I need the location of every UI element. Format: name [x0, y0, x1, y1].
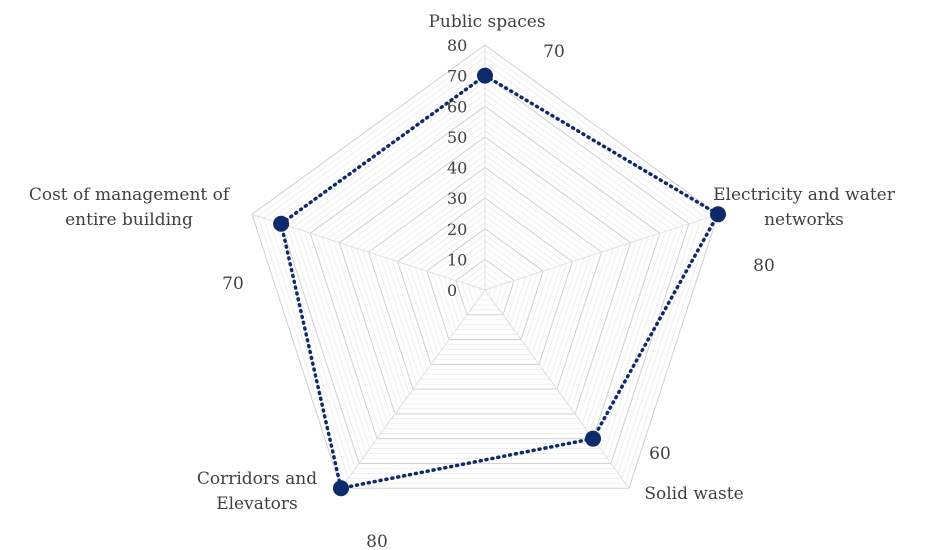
grid-ring-26	[408, 209, 562, 355]
grid-ring-28	[402, 203, 568, 360]
tick-label: 10	[447, 250, 467, 269]
grid-ring-80	[251, 44, 719, 489]
tick-label: 50	[447, 128, 467, 147]
grid-ring-30	[397, 197, 573, 365]
category-label: Electricity and water networks	[713, 185, 896, 230]
grid-ring-54	[327, 124, 643, 425]
grid-spoke	[251, 213, 486, 291]
grid-ring-74	[268, 62, 702, 474]
grid-ring-58	[315, 111, 655, 435]
grid-ring-14	[443, 246, 527, 326]
grid-ring-8	[461, 265, 509, 311]
grid-ring-32	[391, 191, 579, 370]
radar-grid	[251, 44, 719, 489]
data-point	[710, 206, 727, 223]
grid-ring-66	[292, 87, 678, 454]
value-label: 60	[649, 444, 671, 464]
tick-label: 80	[447, 36, 467, 55]
value-labels: 70 80 60 80 70	[222, 42, 775, 550]
grid-ring-20	[426, 228, 544, 341]
grid-ring-2	[478, 283, 492, 296]
data-point	[332, 480, 349, 497]
grid-ring-46	[350, 148, 620, 405]
grid-spoke	[340, 289, 486, 489]
category-label: Corridors and Elevators	[197, 469, 317, 514]
data-point	[273, 215, 290, 232]
radial-tick-labels: 0 10 20 30 40 50 60 70 80	[447, 36, 467, 300]
grid-ring-52	[333, 130, 637, 420]
grid-ring-22	[420, 222, 550, 345]
value-label: 70	[543, 42, 565, 62]
grid-ring-48	[344, 142, 626, 410]
category-label: Solid waste	[644, 484, 743, 504]
value-label: 80	[753, 256, 775, 276]
grid-ring-18	[432, 234, 538, 335]
tick-label: 0	[447, 281, 457, 300]
grid-ring-72	[274, 69, 696, 469]
value-label: 70	[222, 274, 244, 294]
grid-ring-38	[373, 173, 597, 385]
tick-label: 60	[447, 97, 467, 116]
category-labels: Public spaces Electricity and water networ…	[29, 12, 896, 514]
grid-ring-50	[338, 136, 632, 415]
grid-ring-64	[298, 93, 672, 449]
grid-ring-76	[263, 56, 707, 479]
grid-ring-12	[449, 252, 521, 321]
radar-series	[273, 67, 727, 497]
series-line	[279, 73, 721, 491]
grid-ring-36	[379, 179, 591, 380]
grid-ring-60	[309, 105, 661, 440]
tick-label: 40	[447, 159, 467, 178]
grid-ring-6	[467, 271, 503, 306]
grid-ring-4	[472, 277, 498, 301]
category-label: Cost of management of entire building	[29, 185, 231, 230]
grid-ring-44	[356, 154, 614, 400]
grid-ring-40	[367, 166, 603, 390]
grid-ring-56	[321, 118, 649, 430]
grid-ring-34	[385, 185, 585, 375]
grid-ring-62	[303, 99, 667, 445]
grid-ring-42	[362, 160, 608, 395]
category-label: Public spaces	[428, 12, 545, 32]
data-point	[477, 67, 493, 84]
grid-ring-16	[437, 240, 533, 331]
grid-spoke	[484, 213, 719, 291]
grid-spoke	[484, 289, 630, 489]
data-point	[585, 430, 602, 447]
tick-label: 20	[447, 220, 467, 239]
grid-ring-10	[455, 258, 515, 316]
tick-label: 30	[447, 189, 467, 208]
grid-ring-24	[414, 216, 556, 350]
tick-label: 70	[447, 67, 467, 86]
value-label: 80	[366, 532, 388, 550]
